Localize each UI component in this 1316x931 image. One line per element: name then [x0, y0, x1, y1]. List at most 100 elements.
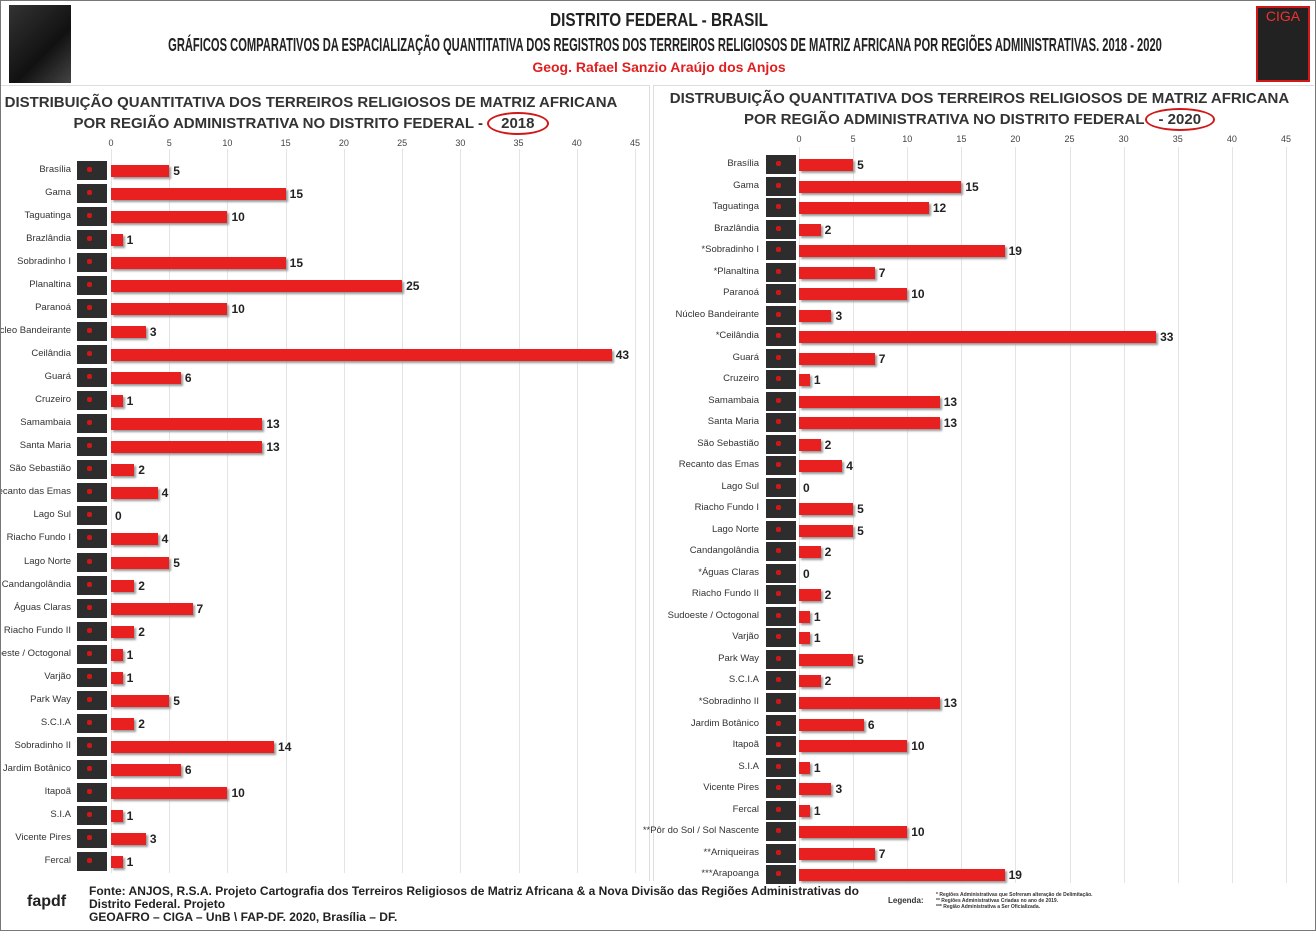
region-highlight — [776, 505, 781, 511]
region-highlight — [776, 548, 781, 554]
data-label: 2 — [138, 624, 145, 639]
ciga-logo-text: CIGA — [1265, 8, 1301, 24]
region-highlight — [776, 763, 781, 769]
region-map-thumbnail — [766, 606, 796, 626]
source-line-1: Fonte: ANJOS, R.S.A. Projeto Cartografia… — [89, 884, 859, 911]
gridline — [460, 149, 462, 873]
category-label: Ceilândia — [31, 348, 71, 360]
category-label: Águas Claras — [13, 601, 71, 613]
gridline — [518, 149, 520, 873]
region-map-thumbnail — [766, 714, 796, 734]
bar — [111, 211, 228, 224]
data-label: 1 — [126, 670, 134, 685]
region-map-thumbnail — [766, 391, 796, 411]
data-label: 3 — [149, 831, 157, 846]
region-map-thumbnail — [766, 757, 796, 777]
bar — [111, 303, 228, 316]
region-map-thumbnail — [766, 628, 796, 648]
region-highlight — [87, 236, 92, 242]
data-label: 13 — [943, 394, 958, 409]
gridline — [1069, 147, 1071, 883]
category-label: Núcleo Bandeirante — [675, 308, 759, 320]
chart-title-2018: DISTRIBUIÇÃO QUANTITATIVA DOS TERREIROS … — [1, 93, 621, 135]
category-label: **Pôr do Sol / Sol Nascente — [642, 825, 759, 837]
bar — [799, 374, 810, 387]
category-label: Lago Norte — [23, 555, 71, 567]
category-label: *Sobradinho I — [701, 244, 759, 256]
category-label: Paranoá — [35, 302, 71, 314]
data-label: 1 — [813, 803, 821, 818]
category-label: S.C.I.A — [40, 716, 71, 728]
region-highlight — [776, 462, 781, 468]
region-highlight — [87, 765, 92, 771]
category-label: Jardim Botânico — [690, 717, 759, 729]
data-label: 1 — [126, 808, 134, 823]
region-map-thumbnail — [77, 460, 107, 480]
region-map-thumbnail — [77, 276, 107, 296]
bar — [111, 441, 263, 454]
category-label: Paranoá — [723, 287, 759, 299]
region-highlight — [776, 247, 781, 253]
data-label: 6 — [184, 762, 192, 777]
region-highlight — [776, 268, 781, 274]
bar — [111, 257, 286, 270]
region-map-thumbnail — [766, 520, 796, 540]
data-label: 1 — [813, 373, 821, 388]
region-highlight — [776, 225, 781, 231]
category-label: ***Arapoanga — [701, 868, 759, 880]
region-map-thumbnail — [766, 370, 796, 390]
data-label: 10 — [231, 785, 245, 800]
data-label: 10 — [911, 825, 925, 840]
bar — [799, 331, 1157, 344]
data-label: 10 — [911, 287, 925, 302]
year-badge: 2018 — [487, 112, 549, 135]
chart-panel-2018 — [1, 85, 650, 881]
data-label: 2 — [138, 463, 145, 478]
region-highlight — [87, 558, 92, 564]
gridline — [169, 149, 171, 873]
region-map-thumbnail — [77, 644, 107, 664]
bar — [111, 671, 123, 684]
region-highlight — [776, 311, 781, 317]
source-line-2: GEOAFRO – CIGA – UnB \ FAP-DF. 2020, Bra… — [89, 910, 398, 924]
data-label: 7 — [878, 265, 886, 280]
data-label: 14 — [278, 739, 292, 754]
region-map-thumbnail — [766, 434, 796, 454]
header-title: DISTRITO FEDERAL - BRASIL — [550, 10, 768, 30]
region-highlight — [776, 290, 781, 296]
region-highlight — [87, 581, 92, 587]
chart-title-2020: DISTRUBUIÇÃO QUANTITATIVA DOS TERREIROS … — [657, 89, 1302, 131]
category-label: Sobradinho II — [14, 739, 71, 751]
source-block: Fonte: ANJOS, R.S.A. Projeto Cartografia… — [89, 885, 874, 924]
region-map-thumbnail — [766, 736, 796, 756]
bar — [799, 159, 854, 171]
region-highlight — [87, 650, 92, 656]
bar — [799, 783, 832, 796]
category-label: Fercal — [732, 803, 759, 815]
region-highlight — [776, 677, 781, 683]
bar — [799, 804, 810, 817]
data-label: 19 — [1008, 868, 1022, 883]
bar — [799, 202, 929, 215]
region-highlight — [87, 328, 92, 334]
region-map-thumbnail — [766, 176, 796, 196]
data-label: 1 — [813, 631, 821, 646]
bar — [799, 632, 810, 645]
data-label: 5 — [173, 164, 180, 178]
region-map-thumbnail — [766, 456, 796, 476]
data-label: 5 — [857, 502, 864, 517]
bar — [799, 869, 1005, 882]
data-label: 10 — [231, 302, 245, 317]
category-label: Park Way — [30, 693, 71, 705]
region-highlight — [87, 466, 92, 472]
x-tick-label: 45 — [1280, 134, 1292, 144]
bar — [799, 395, 940, 408]
category-label: Gama — [733, 179, 759, 191]
category-label: S.I.A — [738, 760, 759, 772]
region-map-thumbnail — [766, 499, 796, 519]
data-label: 13 — [266, 440, 280, 455]
legend-note: ** Regiões Administrativas Criadas no an… — [936, 898, 1059, 904]
data-label: 2 — [138, 716, 145, 731]
data-label: 19 — [1008, 244, 1022, 259]
region-map-thumbnail — [766, 563, 796, 583]
